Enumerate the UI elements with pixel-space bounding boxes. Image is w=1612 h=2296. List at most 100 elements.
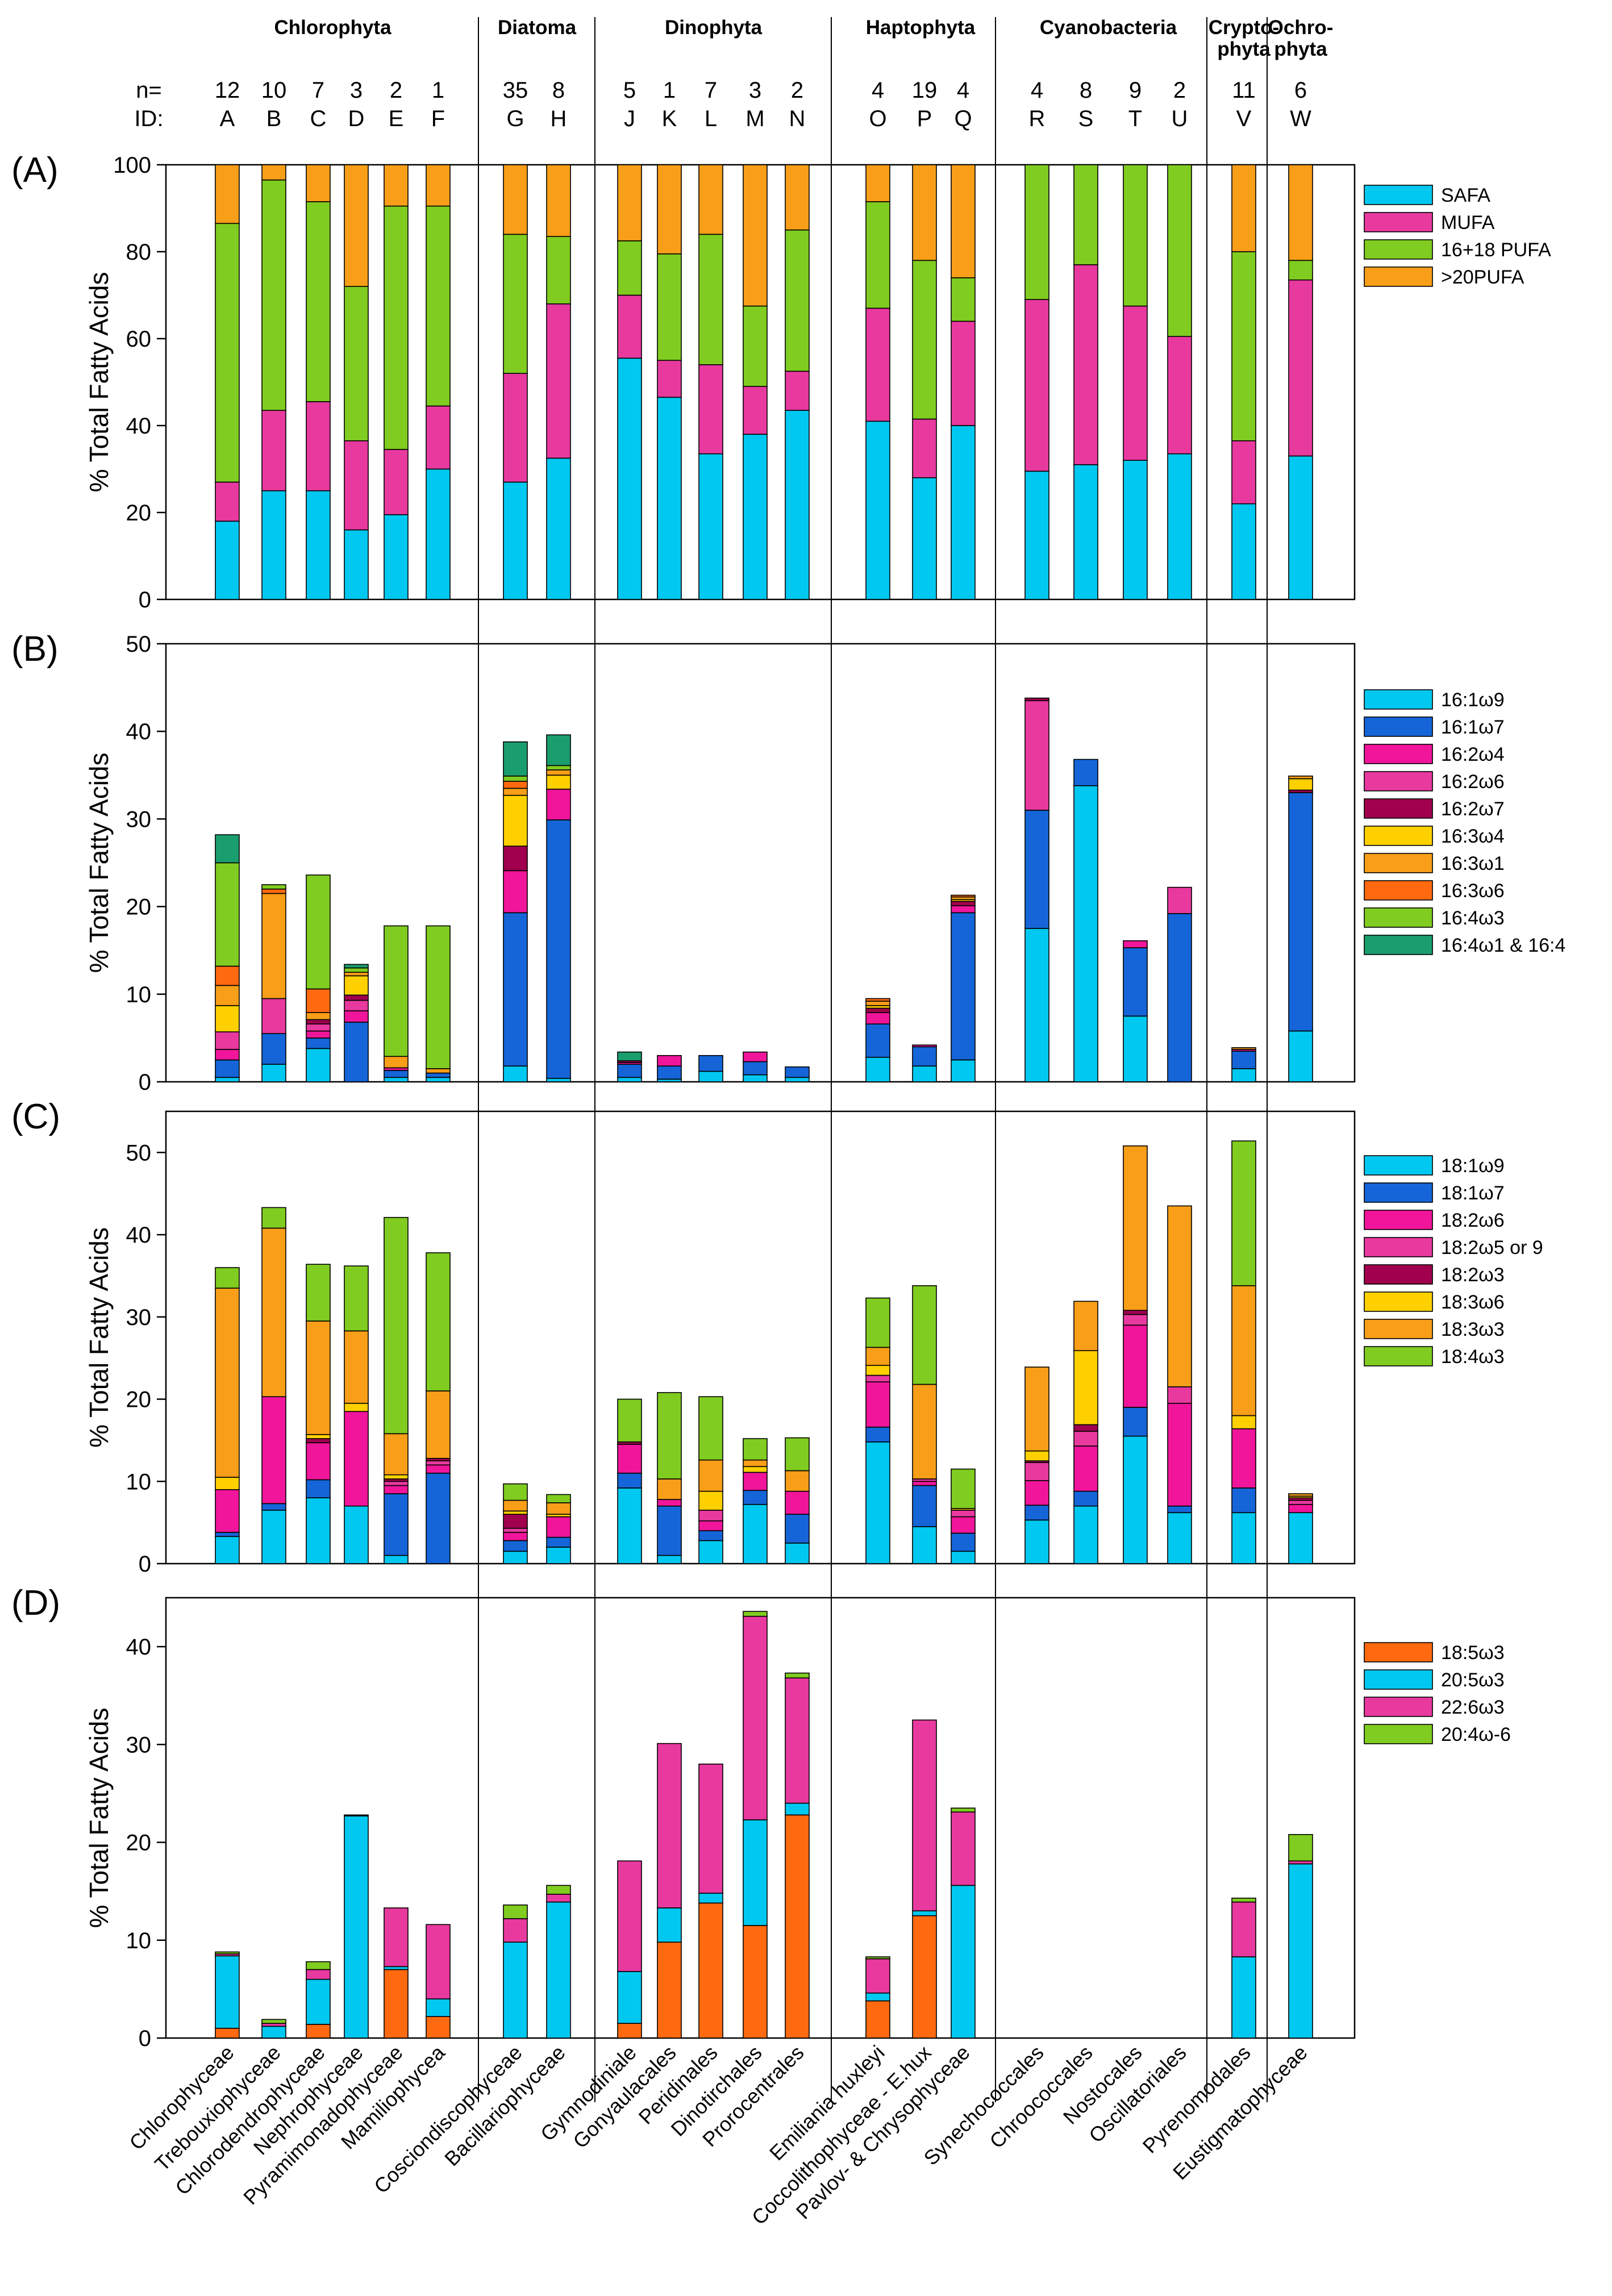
bar-segment-A-1	[215, 1955, 240, 2029]
bar-segment-M-7	[743, 1438, 768, 1461]
bar-segment-M-2	[743, 1051, 768, 1062]
bar-segment-D-6	[344, 972, 369, 977]
legend-swatch	[1364, 689, 1433, 710]
bar-segment-R-2	[1024, 164, 1049, 300]
bar-segment-K-6	[657, 1478, 682, 1500]
bar-segment-Q-1	[951, 320, 976, 426]
sample-count-D: 3	[350, 78, 363, 103]
bar-segment-A-6	[215, 985, 240, 1006]
bar-segment-H-9	[546, 734, 571, 766]
bar-segment-V-5	[1231, 1415, 1256, 1430]
bar-segment-P-1	[912, 1910, 937, 1916]
bar-segment-F-0	[426, 1077, 451, 1082]
y-tick-label: 10	[126, 982, 152, 1007]
bar-segment-B-1	[261, 1033, 286, 1065]
group-header-ochrophyta: Ochro-phyta	[1268, 16, 1334, 60]
bar-segment-D-5	[344, 1402, 369, 1412]
bar-segment-E-1	[384, 1070, 409, 1078]
bar-segment-A-5	[215, 1477, 240, 1490]
bar-segment-Q-3	[951, 164, 976, 278]
bar-segment-F-0	[426, 2016, 451, 2039]
bar-segment-L-2	[698, 1520, 723, 1531]
legend-swatch	[1364, 907, 1433, 928]
bar-segment-B-8	[261, 884, 286, 890]
legend: 16:1ω9 16:1ω7 16:2ω4 16:2ω6 16:2ω7 16:3ω4 16:3…	[1364, 689, 1565, 956]
bar-segment-D-0	[344, 529, 369, 600]
legend-entry: 18:2ω3	[1441, 1264, 1505, 1286]
bar-segment-C-8	[306, 874, 331, 990]
bar-segment-O-2	[865, 1958, 890, 1994]
legend-entry: 16:1ω9	[1441, 689, 1505, 711]
bar-segment-B-1	[261, 410, 286, 491]
legend-swatch	[1364, 1237, 1433, 1257]
bar-segment-J-1	[617, 1473, 642, 1489]
bar-segment-N-3	[785, 1672, 810, 1679]
bar-segment-H-1	[546, 1901, 571, 2039]
bar-segment-E-0	[384, 1555, 409, 1564]
legend-entry: 18:1ω9	[1441, 1155, 1505, 1177]
y-tick-label: 0	[139, 1552, 151, 1577]
bar-segment-E-0	[384, 514, 409, 600]
bar-segment-J-3	[617, 164, 642, 241]
bar-segment-K-1	[657, 1505, 682, 1556]
bar-segment-B-0	[261, 1064, 286, 1082]
sample-count-A: 12	[215, 78, 240, 103]
bar-segment-W-2	[1288, 1503, 1313, 1514]
bar-segment-T-2	[1123, 940, 1148, 948]
legend-entry: MUFA	[1441, 212, 1495, 234]
bar-segment-Q-4	[951, 901, 976, 906]
bar-segment-D-3	[344, 1814, 369, 1816]
group-header-haptophyta: Haptophyta	[866, 16, 976, 39]
bar-segment-H-6	[546, 769, 571, 776]
bar-segment-E-6	[384, 1056, 409, 1069]
bar-segment-C-6	[306, 1012, 331, 1020]
bar-segment-O-0	[865, 420, 890, 600]
bar-segment-B-7	[261, 1207, 286, 1229]
bar-segment-A-1	[215, 1059, 240, 1078]
bar-segment-G-3	[503, 1904, 528, 1919]
bar-segment-C-3	[306, 1023, 331, 1032]
legend-swatch	[1364, 1264, 1433, 1285]
legend-entry: 20:5ω3	[1441, 1669, 1505, 1691]
group-header-dinophyta: Dinophyta	[665, 16, 763, 39]
bar-segment-T-6	[1123, 1145, 1148, 1311]
bar-segment-O-4	[865, 1007, 890, 1013]
y-tick-label: 50	[126, 632, 152, 657]
legend-entry: >20PUFA	[1441, 266, 1524, 288]
bar-segment-M-2	[743, 305, 768, 387]
bar-segment-L-0	[698, 1902, 723, 2039]
bar-segment-G-0	[503, 1065, 528, 1082]
bar-segment-T-1	[1123, 947, 1148, 1017]
bar-segment-Q-2	[951, 905, 976, 914]
category-id-L: L	[705, 106, 717, 131]
bar-segment-O-3	[865, 1956, 890, 1960]
bar-segment-M-3	[743, 164, 768, 307]
bar-segment-D-2	[344, 286, 369, 441]
bar-segment-L-0	[698, 1070, 723, 1082]
bar-segment-M-2	[743, 1615, 768, 1820]
bar-segment-H-1	[546, 819, 571, 1079]
legend-swatch	[1364, 1182, 1433, 1203]
bar-segment-U-3	[1167, 1386, 1192, 1404]
bar-segment-P-0	[912, 1526, 937, 1564]
bar-segment-F-6	[426, 1068, 451, 1074]
sample-count-L: 7	[705, 78, 717, 103]
bar-segment-R-2	[1024, 1480, 1049, 1506]
bar-segment-O-2	[865, 201, 890, 309]
bar-segment-Q-0	[951, 1059, 976, 1082]
bar-segment-R-0	[1024, 928, 1049, 1082]
bar-segment-C-1	[306, 1479, 331, 1499]
bar-segment-M-0	[743, 1503, 768, 1564]
bar-segment-H-0	[546, 1547, 571, 1564]
bar-segment-P-0	[912, 477, 937, 600]
n-row-label: n=	[136, 78, 162, 103]
bar-segment-N-0	[785, 1543, 810, 1564]
y-tick-label: 100	[113, 153, 151, 178]
bar-segment-F-1	[426, 1998, 451, 2017]
bar-segment-L-1	[698, 1530, 723, 1541]
legend-swatch	[1364, 185, 1433, 205]
bar-segment-U-2	[1167, 164, 1192, 337]
bar-segment-M-2	[743, 1472, 768, 1491]
bar-segment-E-1	[384, 449, 409, 515]
legend-swatch	[1364, 266, 1433, 287]
